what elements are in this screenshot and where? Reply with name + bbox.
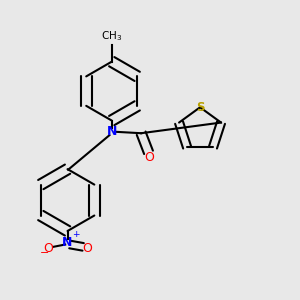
Text: S: S <box>196 101 204 114</box>
Text: O: O <box>144 151 154 164</box>
Text: N: N <box>106 125 117 138</box>
Text: O: O <box>44 242 53 254</box>
Text: CH$_3$: CH$_3$ <box>101 29 122 43</box>
Text: O: O <box>82 242 92 254</box>
Text: +: + <box>72 230 80 238</box>
Text: −: − <box>40 248 49 258</box>
Text: N: N <box>62 236 73 249</box>
